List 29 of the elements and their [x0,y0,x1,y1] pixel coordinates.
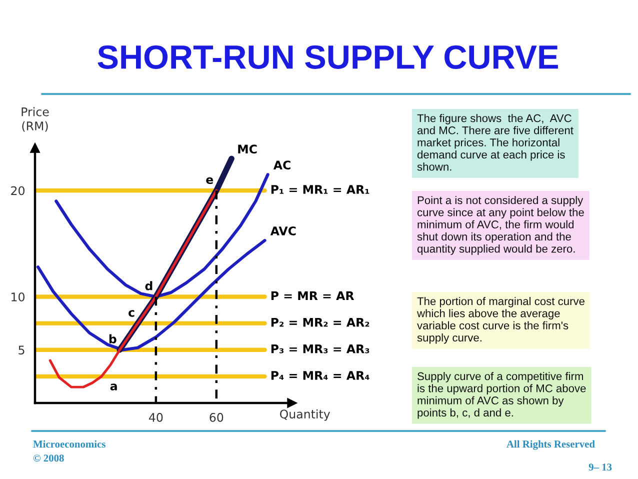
annotation: b [109,334,116,344]
chart-title: SHORT-RUN SUPPLY CURVE [98,45,558,69]
y-tick-label: 5 [18,346,24,355]
series-label: P = MR = AR [271,291,354,300]
y-axis-title: Price (RM) [22,107,49,132]
text: Point a is not considered a supply curve since at any point below the minimum of AVC, the firm would shut down its operation and the quantity supplied would be zero. [417,196,584,255]
annotation: d [145,281,152,290]
x-tick-label: 40 [149,412,163,422]
text: All Rights Reserved [506,440,595,450]
text: The figure shows the AC, AVC and MC. There are five different market prices. The horizontal demand curve at each price is shown. [417,114,574,171]
annotation: c [128,310,134,317]
text: Supply curve of a competitive firm is the upward portion of MC above minimum of AVC as shown by points b, c, d and e. [418,372,586,419]
annotation: a [110,384,117,390]
annotation: e [206,177,214,184]
y-tick-label: 20 [11,186,24,196]
series-label: P₄ = MR₄ = AR₄ [271,371,370,380]
series-label: P₂ = MR₂ = AR₂ [271,318,370,327]
x-tick-label: 60 [210,412,224,422]
text: The portion of marginal cost curve which lies above the average variable cost curve is the firm's supply curve. [416,297,584,344]
text: 9– 13 [588,464,612,471]
text: Microeconomics [33,440,106,448]
series-label: AC [273,160,290,170]
series-label: MC [238,144,257,154]
series-label: AVC [270,226,296,236]
series-label: P₁ = MR₁ = AR₁ [271,185,370,194]
y-tick-label: 10 [12,292,24,302]
series-label: P₃ = MR₃ = AR₃ [271,344,370,354]
text: © 2008 [33,454,64,462]
x-axis-title: Quantity [280,409,330,421]
